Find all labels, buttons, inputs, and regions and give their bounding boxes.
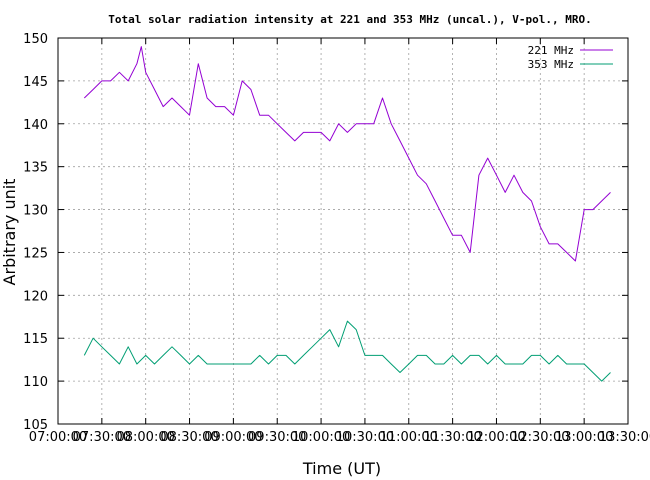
y-tick-label: 120 xyxy=(23,289,48,304)
y-tick-label: 130 xyxy=(23,204,48,219)
y-axis-label: Arbitrary unit xyxy=(0,179,19,286)
x-tick-label: 09:30:00 xyxy=(248,430,306,445)
y-tick-label: 115 xyxy=(23,332,48,347)
x-tick-label: 09:00:00 xyxy=(204,430,262,445)
legend-label-221: 221 MHz xyxy=(528,44,574,57)
x-tick-label: 12:30:00 xyxy=(511,430,569,445)
x-tick-label: 08:00:00 xyxy=(116,430,174,445)
y-tick-label: 110 xyxy=(23,375,48,390)
x-tick-label: 10:00:00 xyxy=(292,430,350,445)
grid xyxy=(58,38,628,424)
y-tick-label: 135 xyxy=(23,161,48,176)
x-tick-label: 07:00:00 xyxy=(29,430,87,445)
series-line-221-mhz xyxy=(83,46,611,262)
chart-title: Total solar radiation intensity at 221 a… xyxy=(108,13,591,26)
axis-ticks: 105 110 115 120 125 130 135 140 145 150 07:00:0007… xyxy=(23,32,650,445)
legend: 221 MHz 353 MHz xyxy=(528,44,613,71)
x-tick-label: 11:30:00 xyxy=(423,430,481,445)
series-lines xyxy=(83,46,611,382)
x-axis-label: Time (UT) xyxy=(302,459,381,478)
x-tick-label: 12:00:00 xyxy=(467,430,525,445)
x-tick-label: 13:00:00 xyxy=(555,430,613,445)
y-tick-label: 150 xyxy=(23,32,48,47)
legend-label-353: 353 MHz xyxy=(528,58,574,71)
x-tick-label: 07:30:00 xyxy=(73,430,131,445)
x-tick-label: 08:30:00 xyxy=(160,430,218,445)
y-tick-label: 125 xyxy=(23,246,48,261)
x-tick-label: 10:30:00 xyxy=(336,430,394,445)
plot-border xyxy=(57,37,629,425)
y-tick-label: 105 xyxy=(23,418,48,433)
y-tick-label: 145 xyxy=(23,75,48,90)
y-tick-label: 140 xyxy=(23,118,48,133)
x-tick-label: 13:30:00 xyxy=(599,430,650,445)
series-line-353-mhz xyxy=(83,320,611,382)
x-tick-label: 11:00:00 xyxy=(380,430,438,445)
